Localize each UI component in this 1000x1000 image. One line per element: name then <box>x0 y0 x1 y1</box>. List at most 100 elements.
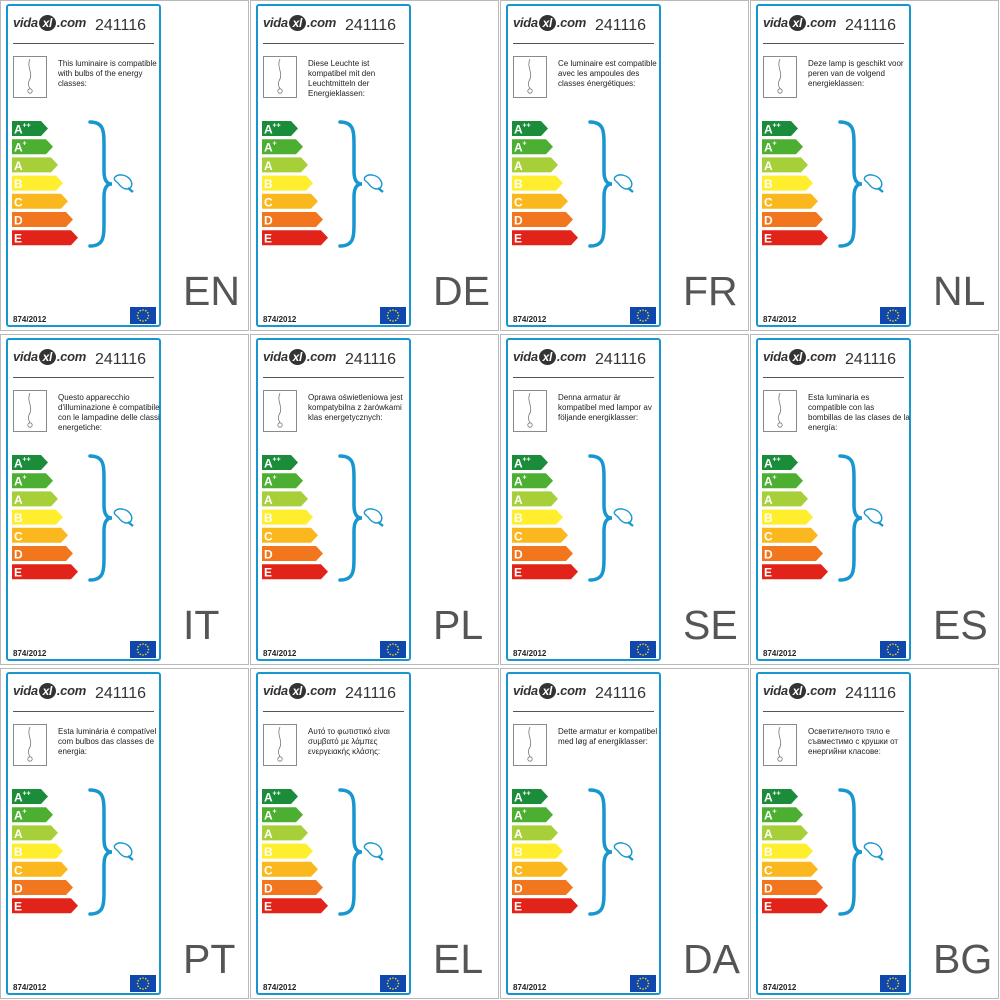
article-number: 241116 <box>95 351 147 368</box>
language-code: PL <box>433 602 484 648</box>
energy-class-letter: E <box>514 566 522 580</box>
logo-suffix: .com <box>306 683 336 698</box>
eu-flag-icon <box>880 641 906 658</box>
energy-class-letter: A <box>764 827 773 841</box>
bulb-icon <box>863 174 884 193</box>
energy-class-letter: A <box>764 791 773 805</box>
bulb-icon <box>363 174 384 193</box>
energy-class-superscript: ++ <box>523 123 531 130</box>
energy-class-arrow: D <box>762 546 823 562</box>
energy-class-letter: E <box>514 900 522 914</box>
energy-class-letter: A <box>264 141 273 155</box>
logo-suffix: .com <box>806 349 836 364</box>
energy-class-arrow: A + <box>762 807 803 823</box>
energy-class-arrow: A + <box>12 473 53 489</box>
compatibility-text: Осветителното тяло е съвместимо с крушки… <box>808 727 899 756</box>
energy-class-superscript: ++ <box>23 457 31 464</box>
pendant-lamp-icon <box>13 56 47 98</box>
bulb-icon <box>113 174 134 193</box>
logo-prefix: vida <box>763 349 788 364</box>
energy-class-arrow: E <box>262 898 328 914</box>
energy-class-letter: C <box>14 863 23 877</box>
energy-class-arrow: B <box>262 175 313 191</box>
eu-flag-icon <box>630 641 656 658</box>
energy-class-arrow: C <box>762 861 818 877</box>
energy-class-arrow: A ++ <box>512 455 548 471</box>
energy-class-arrow: E <box>762 230 828 246</box>
language-code: IT <box>183 602 220 648</box>
energy-class-arrow: D <box>262 212 323 228</box>
vidaxl-logo: vida xl .com <box>13 683 86 699</box>
energy-class-letter: A <box>764 475 773 489</box>
language-code: FR <box>683 268 738 314</box>
energy-class-letter: C <box>514 863 523 877</box>
vidaxl-logo: vida xl .com <box>763 15 836 31</box>
label-cell-da: vida xl .com 241116 Dette armatur er kompati… <box>500 668 749 999</box>
energy-class-arrow: D <box>262 880 323 896</box>
energy-class-letter: E <box>514 232 522 246</box>
vidaxl-logo: vida xl .com <box>263 15 336 31</box>
pendant-lamp-icon <box>13 724 47 766</box>
energy-class-letter: A <box>14 475 23 489</box>
label-cell-nl: vida xl .com 241116 Deze lamp is geschikt vo… <box>750 0 999 331</box>
logo-suffix: .com <box>306 15 336 30</box>
article-number: 241116 <box>345 351 397 368</box>
energy-class-arrow: D <box>512 546 573 562</box>
pendant-lamp-icon <box>763 724 797 766</box>
compatibility-text: Oprawa oświetleniowa jest kompatybilna z… <box>308 393 403 422</box>
energy-class-arrow: B <box>512 843 563 859</box>
bulb-icon <box>863 842 884 861</box>
header-divider <box>763 711 904 712</box>
label-cell-el: vida xl .com 241116 Αυτό το φωτιστικό είναι … <box>250 668 499 999</box>
curly-brace-icon <box>88 454 113 582</box>
energy-class-superscript: ++ <box>273 457 281 464</box>
energy-class-letter: A <box>514 827 523 841</box>
pendant-lamp-icon <box>13 390 47 432</box>
compatibility-text: Deze lamp is geschikt voor peren van de … <box>808 59 904 88</box>
energy-class-letter: C <box>264 529 273 543</box>
energy-class-arrow: D <box>12 546 73 562</box>
energy-class-letter: D <box>14 214 23 228</box>
logo-mark: xl <box>788 15 806 31</box>
regulation-number: 874/2012 <box>763 649 797 658</box>
energy-class-letter: C <box>264 195 273 209</box>
energy-class-arrow: B <box>12 843 63 859</box>
energy-class-letter: C <box>764 529 773 543</box>
energy-class-superscript: + <box>23 141 27 148</box>
label-cell-pt: vida xl .com 241116 Esta luminária é compatí… <box>0 668 249 999</box>
logo-suffix: .com <box>556 349 586 364</box>
label-cell-fr: vida xl .com 241116 Ce luminaire est compati… <box>500 0 749 331</box>
energy-class-letter: B <box>764 511 773 525</box>
header-divider <box>263 377 404 378</box>
energy-class-letter: A <box>264 809 273 823</box>
energy-class-superscript: + <box>523 141 527 148</box>
vidaxl-logo: vida xl .com <box>513 15 586 31</box>
energy-class-letter: C <box>764 863 773 877</box>
compatibility-text: This luminaire is compatible with bulbs … <box>58 59 157 88</box>
vidaxl-logo: vida xl .com <box>763 349 836 365</box>
energy-class-arrow: B <box>512 509 563 525</box>
energy-class-arrow: A + <box>762 473 803 489</box>
eu-flag-icon <box>380 641 406 658</box>
energy-class-letter: A <box>514 159 523 173</box>
header-divider <box>513 377 654 378</box>
energy-class-superscript: + <box>773 141 777 148</box>
energy-class-letter: A <box>264 457 273 471</box>
energy-class-superscript: ++ <box>23 791 31 798</box>
energy-class-letter: A <box>514 141 523 155</box>
compatibility-text: Questo apparecchio d'illuminazione è com… <box>58 393 160 432</box>
energy-class-letter: C <box>764 195 773 209</box>
language-code: SE <box>683 602 738 648</box>
bulb-icon <box>363 842 384 861</box>
article-number: 241116 <box>845 351 897 368</box>
logo-mark: xl <box>288 349 306 365</box>
regulation-number: 874/2012 <box>13 649 47 658</box>
eu-flag-icon <box>380 307 406 324</box>
article-number: 241116 <box>595 351 647 368</box>
energy-class-arrow: B <box>762 175 813 191</box>
pendant-lamp-icon <box>513 724 547 766</box>
